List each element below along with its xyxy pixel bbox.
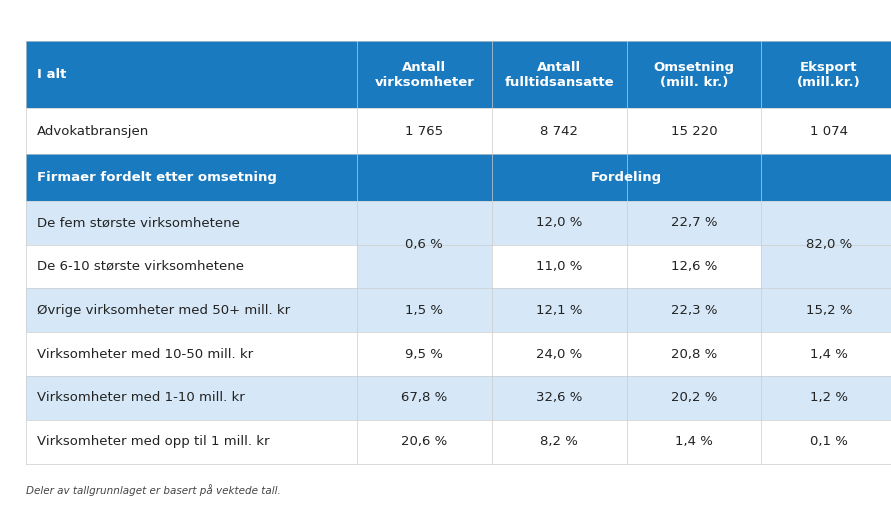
Text: 67,8 %: 67,8 % bbox=[401, 391, 447, 404]
Text: 8 742: 8 742 bbox=[540, 125, 578, 138]
FancyBboxPatch shape bbox=[626, 376, 762, 420]
FancyBboxPatch shape bbox=[356, 245, 492, 288]
FancyBboxPatch shape bbox=[762, 245, 891, 288]
Text: Virksomheter med 1-10 mill. kr: Virksomheter med 1-10 mill. kr bbox=[37, 391, 244, 404]
FancyBboxPatch shape bbox=[492, 288, 626, 332]
FancyBboxPatch shape bbox=[26, 245, 356, 288]
FancyBboxPatch shape bbox=[626, 201, 762, 245]
Text: 12,0 %: 12,0 % bbox=[536, 216, 583, 229]
Text: Virksomheter med opp til 1 mill. kr: Virksomheter med opp til 1 mill. kr bbox=[37, 435, 269, 448]
FancyBboxPatch shape bbox=[762, 201, 891, 288]
Text: 15,2 %: 15,2 % bbox=[805, 304, 852, 317]
Text: 12,6 %: 12,6 % bbox=[671, 260, 717, 273]
FancyBboxPatch shape bbox=[492, 420, 626, 464]
Text: 1,2 %: 1,2 % bbox=[810, 391, 848, 404]
FancyBboxPatch shape bbox=[492, 376, 626, 420]
FancyBboxPatch shape bbox=[626, 41, 762, 108]
FancyBboxPatch shape bbox=[356, 288, 492, 332]
Text: 1 765: 1 765 bbox=[405, 125, 444, 138]
FancyBboxPatch shape bbox=[356, 108, 492, 154]
Text: Antall
virksomheter: Antall virksomheter bbox=[374, 61, 474, 89]
Text: 1,5 %: 1,5 % bbox=[405, 304, 443, 317]
FancyBboxPatch shape bbox=[762, 332, 891, 376]
Text: 11,0 %: 11,0 % bbox=[536, 260, 583, 273]
FancyBboxPatch shape bbox=[26, 201, 356, 245]
Text: 20,6 %: 20,6 % bbox=[401, 435, 447, 448]
Text: 0,1 %: 0,1 % bbox=[810, 435, 848, 448]
FancyBboxPatch shape bbox=[356, 420, 492, 464]
FancyBboxPatch shape bbox=[356, 332, 492, 376]
Text: 82,0 %: 82,0 % bbox=[805, 238, 852, 251]
Text: 8,2 %: 8,2 % bbox=[540, 435, 578, 448]
Text: Øvrige virksomheter med 50+ mill. kr: Øvrige virksomheter med 50+ mill. kr bbox=[37, 304, 290, 317]
FancyBboxPatch shape bbox=[356, 154, 891, 201]
Text: 0,6 %: 0,6 % bbox=[405, 238, 443, 251]
Text: De 6-10 største virksomhetene: De 6-10 største virksomhetene bbox=[37, 260, 243, 273]
Text: Advokatbransjen: Advokatbransjen bbox=[37, 125, 149, 138]
FancyBboxPatch shape bbox=[356, 41, 492, 108]
FancyBboxPatch shape bbox=[626, 332, 762, 376]
Text: De fem største virksomhetene: De fem største virksomhetene bbox=[37, 216, 240, 229]
FancyBboxPatch shape bbox=[492, 332, 626, 376]
FancyBboxPatch shape bbox=[356, 201, 492, 245]
FancyBboxPatch shape bbox=[762, 108, 891, 154]
FancyBboxPatch shape bbox=[762, 288, 891, 332]
FancyBboxPatch shape bbox=[26, 288, 356, 332]
Text: Firmaer fordelt etter omsetning: Firmaer fordelt etter omsetning bbox=[37, 171, 276, 184]
FancyBboxPatch shape bbox=[626, 288, 762, 332]
Text: Omsetning
(mill. kr.): Omsetning (mill. kr.) bbox=[654, 61, 734, 89]
Text: 12,1 %: 12,1 % bbox=[535, 304, 583, 317]
FancyBboxPatch shape bbox=[626, 245, 762, 288]
FancyBboxPatch shape bbox=[26, 41, 356, 108]
Text: 9,5 %: 9,5 % bbox=[405, 348, 443, 360]
FancyBboxPatch shape bbox=[26, 376, 356, 420]
Text: Fordeling: Fordeling bbox=[591, 171, 662, 184]
Text: 24,0 %: 24,0 % bbox=[536, 348, 583, 360]
FancyBboxPatch shape bbox=[762, 41, 891, 108]
FancyBboxPatch shape bbox=[356, 201, 492, 288]
Text: 20,8 %: 20,8 % bbox=[671, 348, 717, 360]
FancyBboxPatch shape bbox=[26, 154, 356, 201]
FancyBboxPatch shape bbox=[762, 201, 891, 245]
FancyBboxPatch shape bbox=[26, 108, 356, 154]
Text: 22,3 %: 22,3 % bbox=[671, 304, 717, 317]
FancyBboxPatch shape bbox=[762, 376, 891, 420]
FancyBboxPatch shape bbox=[626, 420, 762, 464]
Text: 1,4 %: 1,4 % bbox=[810, 348, 848, 360]
Text: Deler av tallgrunnlaget er basert på vektede tall.: Deler av tallgrunnlaget er basert på vek… bbox=[26, 484, 281, 496]
Text: Virksomheter med 10-50 mill. kr: Virksomheter med 10-50 mill. kr bbox=[37, 348, 253, 360]
FancyBboxPatch shape bbox=[356, 376, 492, 420]
FancyBboxPatch shape bbox=[626, 108, 762, 154]
FancyBboxPatch shape bbox=[762, 420, 891, 464]
Text: Eksport
(mill.kr.): Eksport (mill.kr.) bbox=[797, 61, 861, 89]
Text: 32,6 %: 32,6 % bbox=[536, 391, 583, 404]
Text: I alt: I alt bbox=[37, 68, 66, 81]
FancyBboxPatch shape bbox=[26, 420, 356, 464]
FancyBboxPatch shape bbox=[492, 201, 626, 245]
Text: 20,2 %: 20,2 % bbox=[671, 391, 717, 404]
Text: 1 074: 1 074 bbox=[810, 125, 848, 138]
Text: Antall
fulltidsansatte: Antall fulltidsansatte bbox=[504, 61, 614, 89]
FancyBboxPatch shape bbox=[26, 332, 356, 376]
FancyBboxPatch shape bbox=[492, 245, 626, 288]
Text: 1,4 %: 1,4 % bbox=[675, 435, 713, 448]
Text: 22,7 %: 22,7 % bbox=[671, 216, 717, 229]
FancyBboxPatch shape bbox=[492, 108, 626, 154]
FancyBboxPatch shape bbox=[492, 41, 626, 108]
Text: 15 220: 15 220 bbox=[671, 125, 717, 138]
